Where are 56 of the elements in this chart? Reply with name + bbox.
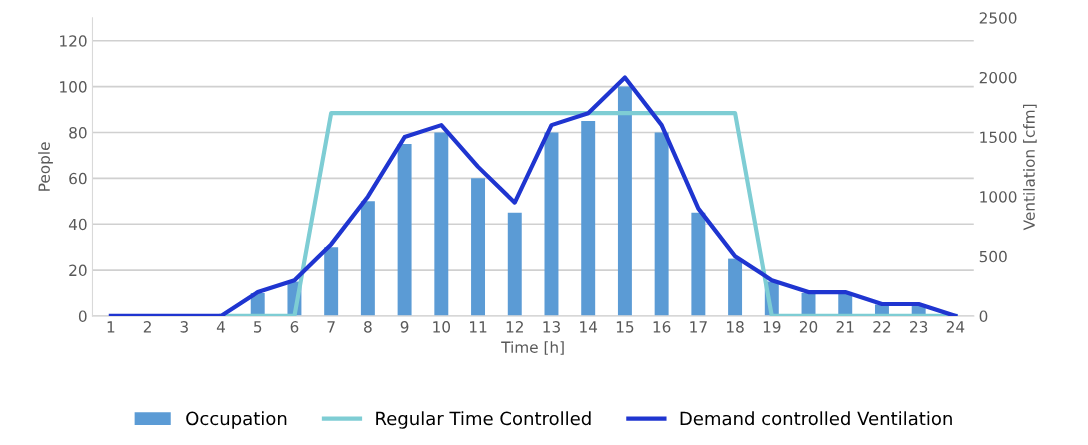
x-tick-label: 22 (873, 321, 891, 333)
line-series (108, 75, 958, 316)
x-tick-label: 8 (364, 321, 372, 333)
x-tick-label: 24 (946, 321, 965, 333)
y2-tick-label: 0 (979, 310, 988, 322)
x-tick-label: 12 (506, 321, 523, 333)
x-tick-label: 5 (254, 321, 262, 333)
y2-axis-title: Ventilation [cfm] (1023, 104, 1037, 231)
x-tick-label: 7 (327, 321, 335, 333)
y-tick-label: 120 (60, 35, 87, 47)
y-tick-label: 40 (68, 218, 87, 231)
bar (691, 212, 706, 316)
x-tick-label: 19 (763, 321, 781, 333)
legend-label: Regular Time Controlled (376, 411, 591, 429)
x-tick-label: 6 (290, 321, 299, 333)
legend-label: Occupation (186, 411, 287, 429)
x-tick-label: 11 (470, 321, 487, 333)
x-tick-label: 16 (653, 321, 671, 333)
y-tick-label: 60 (69, 172, 87, 185)
bar (507, 212, 522, 316)
x-tick-label: 3 (180, 321, 188, 333)
bar (617, 86, 632, 316)
y2-tick-label: 2000 (979, 71, 1017, 84)
x-tick-label: 14 (580, 321, 598, 333)
bar (544, 132, 559, 316)
x-tick-label: 10 (433, 321, 451, 333)
y2-tick-label: 2500 (979, 12, 1017, 24)
bar (654, 132, 669, 316)
x-tick-label: 17 (690, 321, 707, 333)
bar (728, 258, 743, 316)
x-tick-label: 15 (616, 321, 634, 333)
x-axis-title: Time [h] (501, 341, 564, 355)
legend-label: Demand controlled Ventilation (680, 411, 952, 426)
x-tick-label: 2 (143, 321, 151, 333)
y2-tick-label: 1500 (980, 131, 1017, 144)
bar (324, 247, 339, 316)
bar (581, 121, 596, 316)
y-tick-label: 20 (69, 264, 87, 277)
x-tick-label: 23 (910, 321, 928, 333)
y2-tick-label: 500 (979, 250, 1007, 263)
y-tick-label: 80 (69, 126, 87, 139)
bar (434, 132, 449, 316)
x-tick-label: 9 (400, 321, 409, 333)
bar (397, 143, 412, 316)
x-tick-label: 18 (727, 321, 744, 333)
x-tick-label: 13 (543, 321, 560, 333)
y2-tick-label: 1000 (980, 191, 1017, 203)
x-tick-label: 4 (216, 321, 225, 333)
x-tick-label: 21 (836, 321, 854, 333)
y-tick-label: 0 (78, 310, 87, 322)
y-axis-title: People (38, 142, 53, 191)
bar (471, 178, 486, 316)
x-tick-label: 20 (799, 321, 818, 333)
x-tick-label: 1 (107, 321, 115, 333)
bar (360, 201, 375, 316)
y-tick-label: 100 (60, 81, 87, 93)
